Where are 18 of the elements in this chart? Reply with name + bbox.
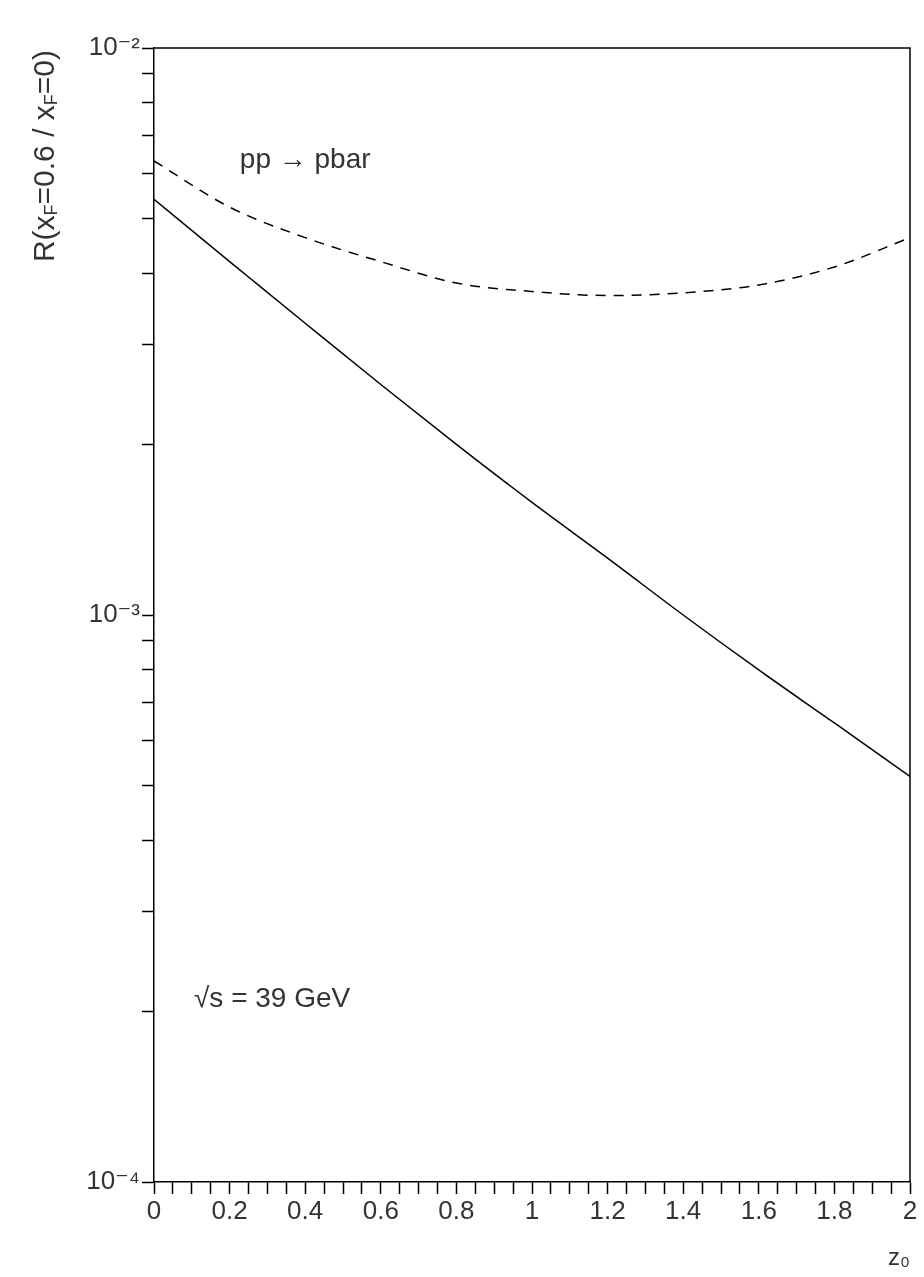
- y-axis-title: R(xF=0.6 / xF=0): [27, 49, 61, 263]
- x-tick-label: 0.6: [362, 1194, 399, 1225]
- x-tick-label: 0: [146, 1194, 162, 1225]
- x-tick-label: 0.4: [287, 1194, 324, 1225]
- x-tick-label: 0.2: [211, 1194, 248, 1225]
- annotation: √s = 39 GeV: [194, 982, 351, 1013]
- x-axis-title: z₀: [888, 1243, 910, 1271]
- x-tick-label: 1.2: [589, 1194, 626, 1225]
- x-tick-label: 1.4: [665, 1194, 702, 1225]
- x-tick-label: 1.8: [816, 1194, 853, 1225]
- y-tick-label: 10⁻²: [88, 31, 141, 62]
- x-tick-label: 0.8: [438, 1194, 475, 1225]
- x-tick-label: 1.6: [740, 1194, 777, 1225]
- series-label: pp → pbar: [239, 142, 371, 174]
- y-tick-label: 10⁻⁴: [86, 1165, 140, 1196]
- x-tick-label: 2: [902, 1194, 918, 1225]
- x-tick-label: 1: [524, 1194, 540, 1225]
- y-tick-label: 10⁻³: [88, 598, 141, 629]
